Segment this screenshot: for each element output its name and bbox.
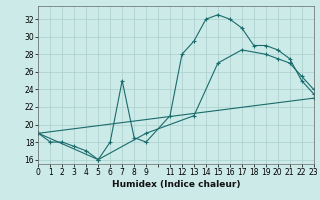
X-axis label: Humidex (Indice chaleur): Humidex (Indice chaleur) (112, 180, 240, 189)
